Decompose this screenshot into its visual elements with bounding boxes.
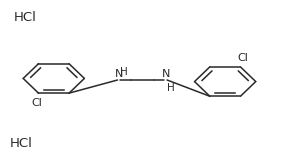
Text: HCl: HCl (14, 11, 37, 24)
Text: Cl: Cl (238, 53, 249, 63)
Text: HCl: HCl (9, 137, 32, 150)
Text: H: H (167, 83, 175, 93)
Text: N: N (115, 69, 123, 79)
Text: Cl: Cl (32, 98, 43, 108)
Text: H: H (120, 67, 128, 76)
Text: N: N (162, 69, 170, 79)
